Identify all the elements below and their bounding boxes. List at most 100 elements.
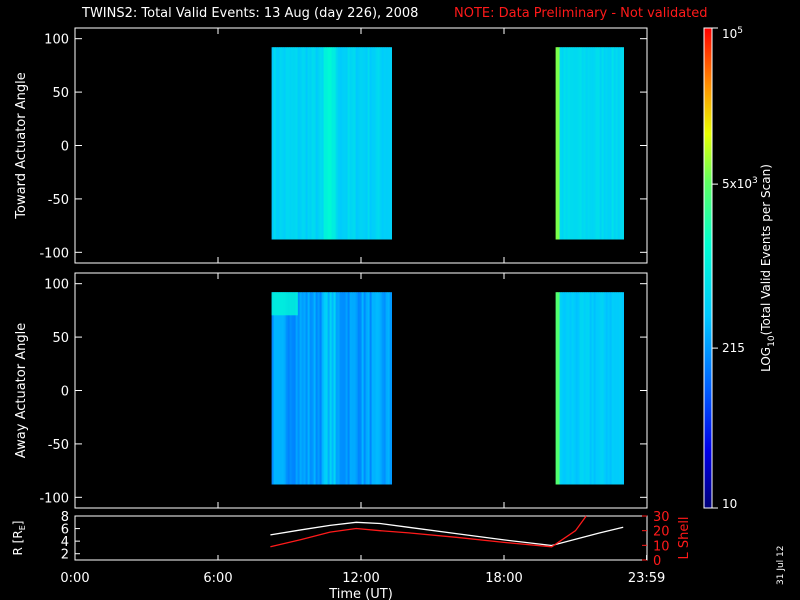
y-tick-label: 0 xyxy=(61,140,69,155)
x-tick-label: 18:00 xyxy=(485,571,522,586)
data-column xyxy=(341,47,344,240)
data-column xyxy=(271,292,274,485)
data-column xyxy=(365,292,368,485)
data-column xyxy=(275,47,278,240)
data-column xyxy=(327,292,330,485)
data-column xyxy=(277,47,280,240)
data-column xyxy=(287,47,290,240)
title-row: TWINS2: Total Valid Events: 13 Aug (day … xyxy=(0,6,800,24)
data-column xyxy=(299,292,302,485)
data-column xyxy=(349,47,352,240)
data-column xyxy=(329,292,332,485)
data-column xyxy=(309,47,312,240)
data-column xyxy=(325,292,328,485)
data-column xyxy=(351,47,354,240)
data-column xyxy=(373,47,376,240)
data-column xyxy=(361,292,364,485)
data-column xyxy=(305,292,308,485)
data-column xyxy=(311,47,314,240)
data-column xyxy=(583,47,586,240)
data-column xyxy=(561,292,564,485)
data-column xyxy=(343,292,346,485)
data-column xyxy=(599,47,602,240)
data-column xyxy=(367,47,370,240)
data-column xyxy=(363,292,366,485)
data-column xyxy=(337,292,340,485)
y-tick-label: 4 xyxy=(61,535,69,550)
data-column xyxy=(379,292,382,485)
y-axis-label: Toward Actuator Angle xyxy=(14,72,29,219)
data-column xyxy=(315,47,318,240)
data-column xyxy=(583,292,586,485)
data-column xyxy=(617,292,620,485)
data-column xyxy=(385,47,388,240)
y-tick-label: 0 xyxy=(61,385,69,400)
data-column xyxy=(301,292,304,485)
data-column xyxy=(385,292,388,485)
data-column xyxy=(579,292,582,485)
data-column xyxy=(563,47,566,240)
y-tick-label: 100 xyxy=(44,33,69,48)
data-column xyxy=(343,47,346,240)
colorbar-tick-label: 105 xyxy=(722,26,743,41)
data-column xyxy=(327,47,330,240)
data-column xyxy=(361,47,364,240)
data-column xyxy=(333,47,336,240)
data-column xyxy=(297,47,300,240)
y-tick-label: 6 xyxy=(61,523,69,538)
data-column xyxy=(307,292,310,485)
data-column xyxy=(593,47,596,240)
colorbar xyxy=(703,27,713,509)
colorbar-label: LOG10(Total Valid Events per Scan) xyxy=(759,164,777,372)
data-column xyxy=(619,292,622,485)
data-column xyxy=(565,47,568,240)
data-column xyxy=(371,47,374,240)
data-column xyxy=(323,47,326,240)
data-column xyxy=(285,47,288,240)
data-column xyxy=(565,292,568,485)
data-column xyxy=(353,47,356,240)
data-column xyxy=(615,292,618,485)
data-column xyxy=(601,292,604,485)
data-column xyxy=(369,292,372,485)
data-column xyxy=(321,47,324,240)
data-column xyxy=(359,47,362,240)
data-column xyxy=(603,47,606,240)
data-column xyxy=(571,292,574,485)
x-tick-label: 6:00 xyxy=(203,571,232,586)
data-column xyxy=(271,47,274,240)
data-column xyxy=(593,292,596,485)
data-column xyxy=(303,292,306,485)
data-block xyxy=(271,292,392,485)
data-column xyxy=(299,47,302,240)
y-tick-label: 8 xyxy=(61,510,69,525)
data-column xyxy=(319,292,322,485)
data-column xyxy=(281,292,284,485)
data-column xyxy=(383,47,386,240)
data-column xyxy=(613,292,616,485)
data-column xyxy=(575,47,578,240)
x-axis-label: Time (UT) xyxy=(328,587,393,600)
data-column xyxy=(573,292,576,485)
data-column xyxy=(295,47,298,240)
y-axis-label: Away Actuator Angle xyxy=(14,323,29,458)
data-column xyxy=(601,47,604,240)
data-block xyxy=(271,47,392,240)
data-column xyxy=(609,292,612,485)
data-column xyxy=(573,47,576,240)
panel-away: 100 50 0 -50 -100 Away Actuator Angle xyxy=(14,272,648,509)
panel-toward: 100 50 0 -50 -100 Toward Actuator Angle xyxy=(14,27,648,264)
data-column xyxy=(273,292,276,485)
data-column xyxy=(283,47,286,240)
data-column xyxy=(325,47,328,240)
x-tick-label: 23:59 xyxy=(628,571,665,586)
data-column xyxy=(355,292,358,485)
lshell-line xyxy=(270,515,587,548)
data-column xyxy=(561,47,564,240)
y-tick-label-right: 10 xyxy=(653,539,670,554)
data-column xyxy=(305,47,308,240)
data-column xyxy=(575,292,578,485)
data-column xyxy=(307,47,310,240)
